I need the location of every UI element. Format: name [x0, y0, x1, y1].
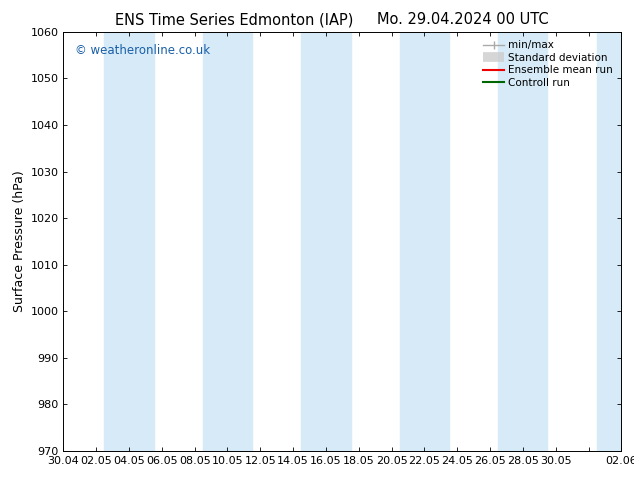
Text: Mo. 29.04.2024 00 UTC: Mo. 29.04.2024 00 UTC	[377, 12, 548, 27]
Y-axis label: Surface Pressure (hPa): Surface Pressure (hPa)	[13, 171, 26, 312]
Bar	[105, 32, 153, 451]
Bar	[203, 32, 252, 451]
Text: ENS Time Series Edmonton (IAP): ENS Time Series Edmonton (IAP)	[115, 12, 354, 27]
Legend: min/max, Standard deviation, Ensemble mean run, Controll run: min/max, Standard deviation, Ensemble me…	[480, 37, 616, 91]
Bar	[301, 32, 351, 451]
Bar	[400, 32, 449, 451]
Text: © weatheronline.co.uk: © weatheronline.co.uk	[75, 45, 210, 57]
Bar	[597, 32, 634, 451]
Bar	[498, 32, 548, 451]
